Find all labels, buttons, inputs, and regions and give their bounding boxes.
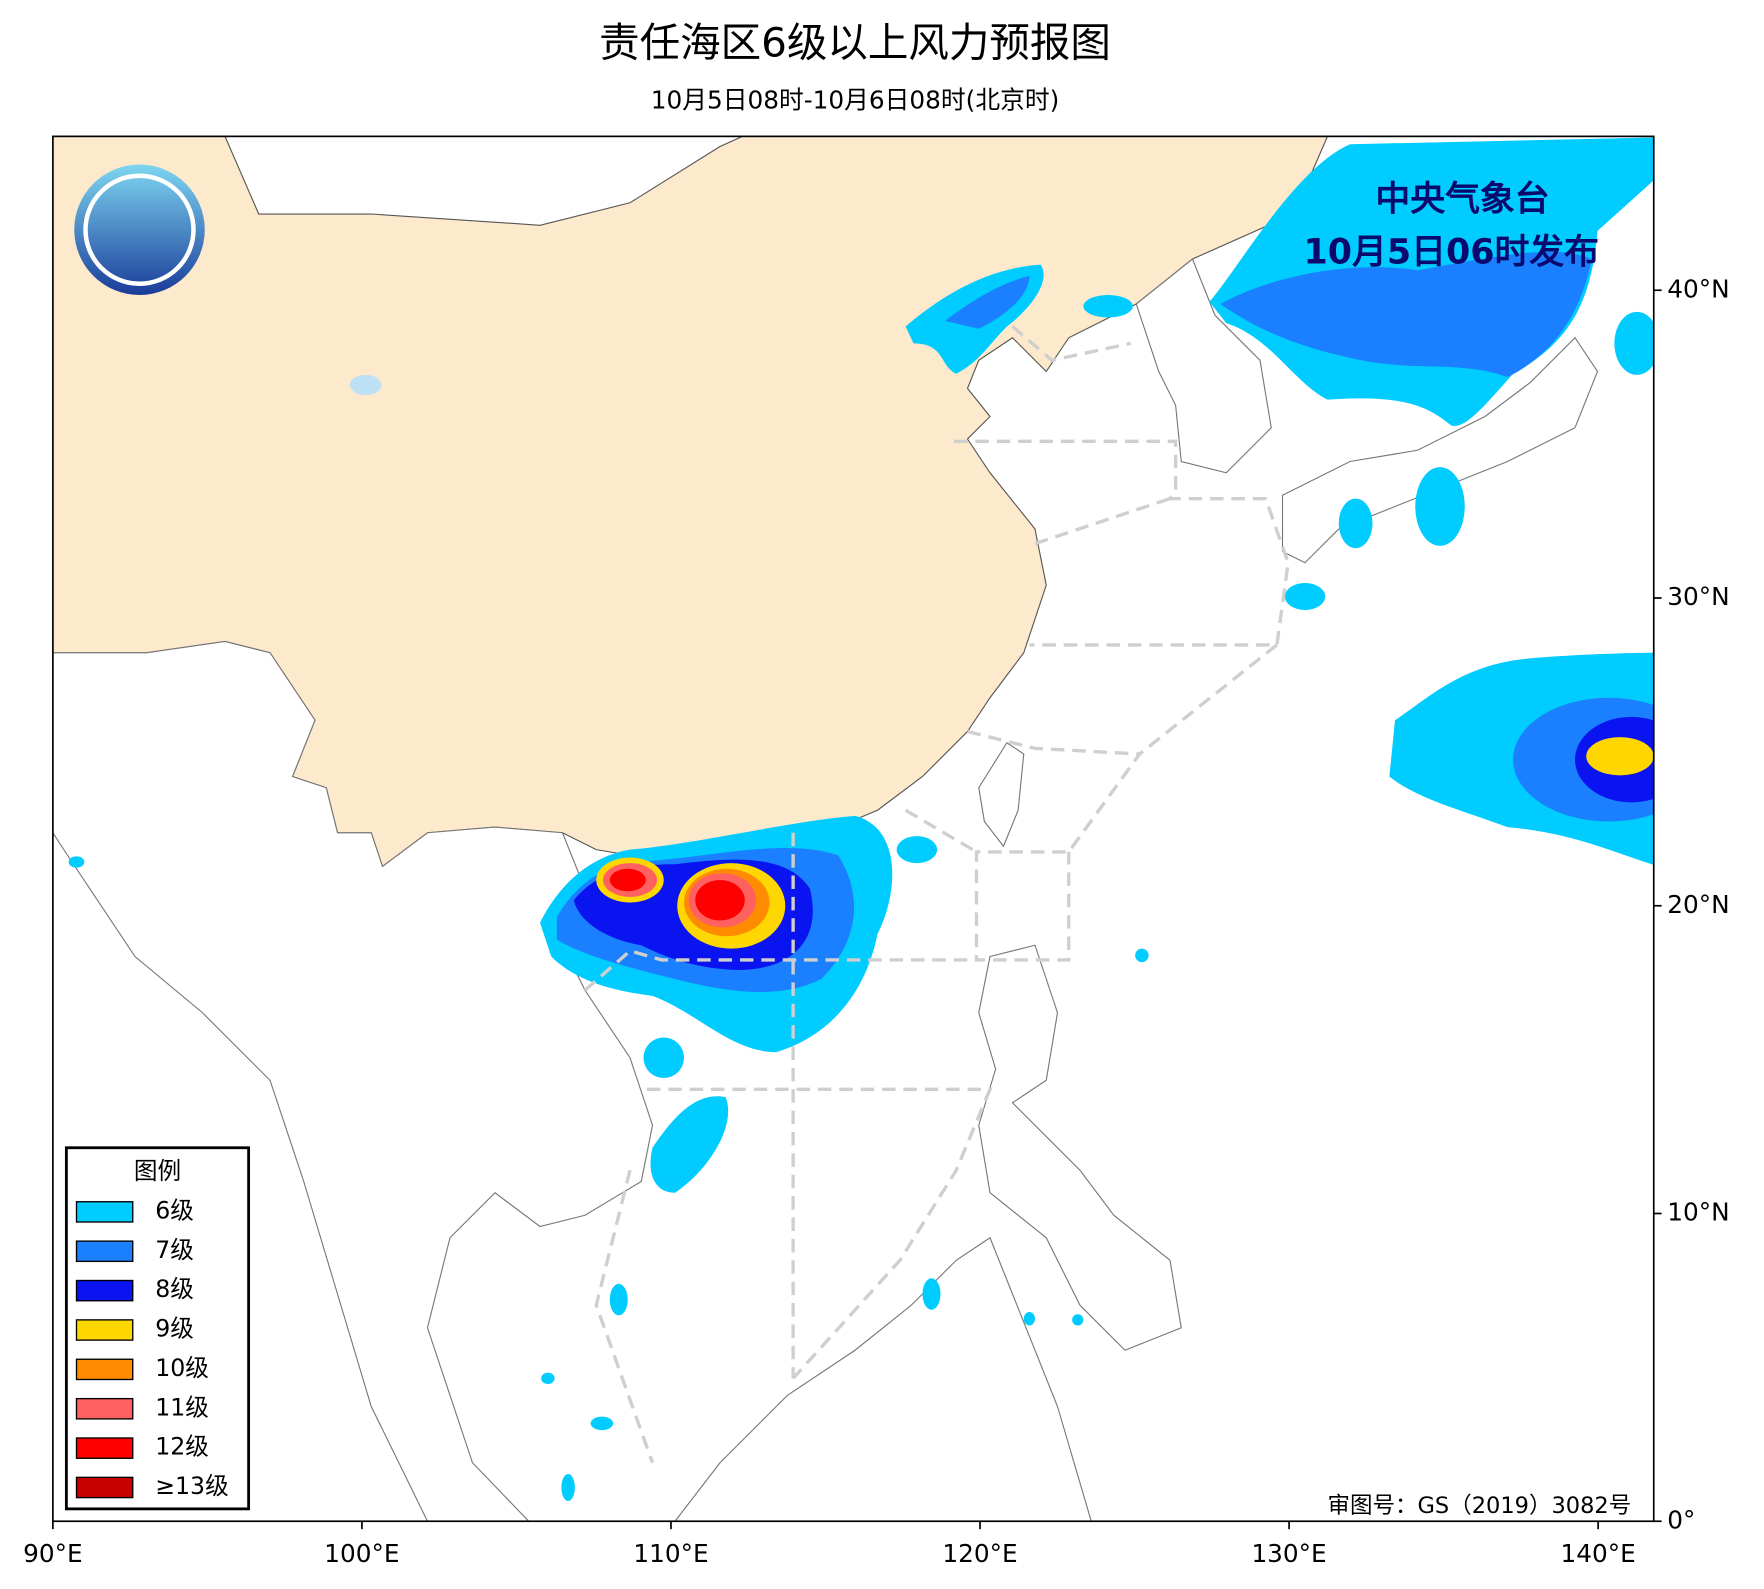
legend-label: 11级 — [155, 1393, 209, 1421]
y-tick-label: 10°N — [1667, 1198, 1729, 1227]
legend-label: 12级 — [155, 1433, 209, 1461]
logo — [74, 164, 205, 295]
issue-time: 10月5日06时发布 — [1303, 232, 1599, 272]
legend-label: 7级 — [155, 1236, 194, 1264]
approval-number: 审图号：GS（2019）3082号 — [1328, 1493, 1632, 1519]
legend-swatch — [75, 1358, 134, 1381]
legend-label: 6级 — [155, 1196, 194, 1224]
legend-swatch — [75, 1397, 134, 1420]
x-tick-label: 140°E — [1560, 1539, 1635, 1568]
borneo-land — [674, 1236, 1092, 1522]
map-frame — [52, 135, 1655, 1523]
wind-areas — [68, 137, 1654, 1501]
legend-label: 10级 — [155, 1354, 209, 1382]
legend-swatch — [75, 1201, 134, 1223]
subtitle: 10月5日08时-10月6日08时(北京时) — [651, 86, 1059, 115]
x-tick-label: 90°E — [23, 1539, 83, 1568]
taiwan-land — [978, 741, 1025, 848]
x-tick-label: 100°E — [324, 1539, 399, 1568]
y-tick-label: 20°N — [1667, 890, 1729, 919]
map-body — [52, 136, 1654, 1522]
y-tick-label: 30°N — [1667, 582, 1729, 611]
sea-zones — [583, 325, 1290, 1464]
philippines-land — [978, 944, 1182, 1351]
publisher: 中央气象台 — [1375, 180, 1549, 220]
indochina-land — [52, 640, 654, 1522]
legend-swatch — [75, 1437, 134, 1459]
legend: 图例 6级 7级 8级 9级 10级 11级 12级 ≥13级 — [64, 1146, 251, 1511]
title: 责任海区6级以上风力预报图 — [599, 18, 1111, 66]
legend-swatch — [75, 1476, 134, 1499]
legend-label: 8级 — [155, 1275, 194, 1303]
legend-title: 图例 — [134, 1157, 181, 1185]
x-tick-label: 130°E — [1251, 1539, 1326, 1568]
y-tick-label: 0° — [1667, 1505, 1695, 1534]
legend-swatch — [75, 1319, 134, 1341]
legend-swatch — [75, 1279, 134, 1302]
x-tick-label: 120°E — [942, 1539, 1017, 1568]
korea-land — [1135, 258, 1272, 474]
legend-swatch — [75, 1240, 134, 1263]
legend-label: 9级 — [155, 1315, 194, 1343]
x-tick-label: 110°E — [633, 1539, 708, 1568]
legend-label: ≥13级 — [155, 1472, 228, 1500]
y-tick-label: 40°N — [1667, 274, 1729, 303]
